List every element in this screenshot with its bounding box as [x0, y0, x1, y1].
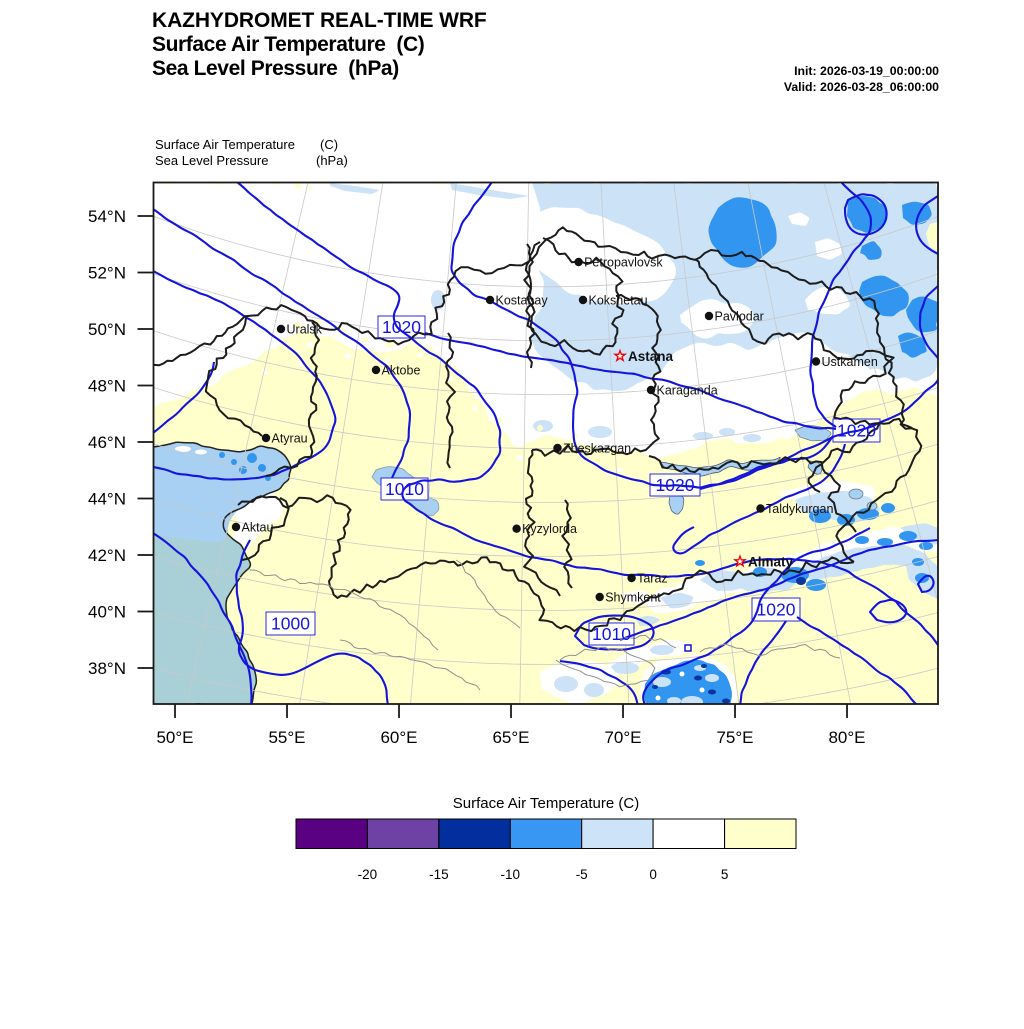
svg-text:-10: -10 — [501, 867, 521, 882]
svg-text:Pavlodar: Pavlodar — [715, 310, 764, 324]
svg-text:Taldykurgan: Taldykurgan — [766, 502, 833, 516]
svg-text:Surface Air Temperature (C): Surface Air Temperature (C) — [152, 33, 424, 56]
svg-text:55°E: 55°E — [268, 728, 305, 747]
svg-text:Uralsk: Uralsk — [287, 323, 323, 337]
svg-text:0: 0 — [649, 867, 657, 882]
svg-text:44°N: 44°N — [88, 490, 126, 509]
svg-text:(hPa): (hPa) — [316, 153, 348, 168]
svg-text:Zheskazgan: Zheskazgan — [563, 442, 631, 456]
svg-text:1020: 1020 — [757, 600, 796, 620]
svg-text:Ustkamen: Ustkamen — [822, 355, 878, 369]
svg-text:48°N: 48°N — [88, 377, 126, 396]
svg-text:Karaganda: Karaganda — [657, 384, 718, 398]
svg-text:1020: 1020 — [382, 317, 421, 337]
svg-text:Surface Air Temperature: Surface Air Temperature — [155, 137, 295, 152]
svg-text:-15: -15 — [429, 867, 449, 882]
svg-text:42°N: 42°N — [88, 546, 126, 565]
svg-text:KAZHYDROMET REAL-TIME WRF: KAZHYDROMET REAL-TIME WRF — [152, 9, 487, 32]
svg-text:Init: 2026-03-19_00:00:00: Init: 2026-03-19_00:00:00 — [794, 64, 939, 78]
svg-text:1020: 1020 — [656, 475, 695, 495]
svg-text:70°E: 70°E — [604, 728, 641, 747]
svg-text:Sea Level Pressure: Sea Level Pressure — [155, 153, 268, 168]
svg-text:52°N: 52°N — [88, 264, 126, 283]
svg-text:Petropavlovsk: Petropavlovsk — [584, 256, 663, 270]
svg-text:Surface Air Temperature (C): Surface Air Temperature (C) — [453, 795, 639, 812]
svg-text:40°N: 40°N — [88, 603, 126, 622]
svg-text:54°N: 54°N — [88, 207, 126, 226]
svg-text:75°E: 75°E — [716, 728, 753, 747]
svg-text:1010: 1010 — [385, 479, 424, 499]
svg-text:46°N: 46°N — [88, 433, 126, 452]
svg-text:Kokshetau: Kokshetau — [589, 294, 648, 308]
svg-text:Atyrau: Atyrau — [272, 432, 308, 446]
svg-text:1010: 1010 — [592, 624, 631, 644]
svg-text:(C): (C) — [320, 137, 338, 152]
svg-text:1020: 1020 — [837, 421, 876, 441]
svg-text:-20: -20 — [358, 867, 378, 882]
svg-text:1000: 1000 — [271, 614, 310, 634]
svg-text:Sea Level Pressure (hPa): Sea Level Pressure (hPa) — [152, 57, 399, 80]
svg-text:60°E: 60°E — [380, 728, 417, 747]
svg-text:Valid: 2026-03-28_06:00:00: Valid: 2026-03-28_06:00:00 — [784, 80, 939, 94]
svg-text:-5: -5 — [576, 867, 588, 882]
svg-text:Aktau: Aktau — [242, 521, 274, 535]
svg-text:50°N: 50°N — [88, 320, 126, 339]
svg-text:Astana: Astana — [628, 349, 674, 364]
svg-text:Kostanay: Kostanay — [496, 294, 549, 308]
svg-text:Shymkent: Shymkent — [605, 591, 661, 605]
svg-text:Taraz: Taraz — [637, 572, 668, 586]
svg-text:Aktobe: Aktobe — [382, 364, 421, 378]
svg-text:5: 5 — [721, 867, 729, 882]
svg-text:Kyzylorda: Kyzylorda — [522, 522, 577, 536]
svg-text:80°E: 80°E — [828, 728, 865, 747]
svg-text:Almaty: Almaty — [748, 555, 794, 570]
svg-text:38°N: 38°N — [88, 659, 126, 678]
svg-text:65°E: 65°E — [492, 728, 529, 747]
svg-text:50°E: 50°E — [156, 728, 193, 747]
